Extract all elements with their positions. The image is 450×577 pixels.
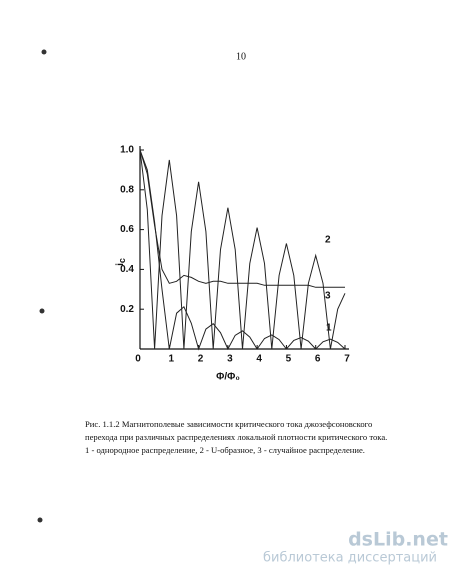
scan-dot [39,308,45,314]
x-tick-label: 1 [169,354,175,365]
watermark-tagline: библиотека диссертаций [263,551,437,566]
caption-line: 1 - однородное распределение, 2 - U-обра… [85,445,365,455]
curve [139,149,345,288]
curve [139,149,346,350]
y-tick-label: 0.8 [120,184,134,195]
page-number: 10 [236,51,246,62]
x-tick-label: 2 [198,354,204,365]
curve-label: 1 [326,323,332,334]
x-tick-label: 7 [344,354,350,365]
x-axis-label: Φ/Φ₀ [216,372,240,383]
caption-line: перехода при различных распределениях ло… [85,432,387,442]
curve-label: 3 [325,291,331,302]
y-axis-label-main: i [115,263,126,266]
x-tick-label: 5 [286,354,292,365]
y-tick-label: 1.0 [120,145,134,156]
scan-dot [41,49,47,55]
caption-line: Рис. 1.1.2 Магнитополевые зависимости кр… [85,419,372,429]
y-tick-label: 0.6 [120,224,134,235]
y-tick-label: 0.4 [120,264,134,275]
x-tick-label: 6 [315,354,321,365]
y-axis-label-sub: c [117,258,127,263]
watermark-site: dsLib.net [348,529,448,551]
x-tick-label: 3 [227,354,233,365]
curve [139,149,346,351]
curve-label: 2 [325,235,331,246]
x-tick-label: 4 [256,354,262,365]
y-tick-label: 0.2 [120,304,134,315]
scan-dot [37,517,43,523]
y-axis-label: ic [115,258,128,266]
x-tick-label: 0 [135,354,141,365]
